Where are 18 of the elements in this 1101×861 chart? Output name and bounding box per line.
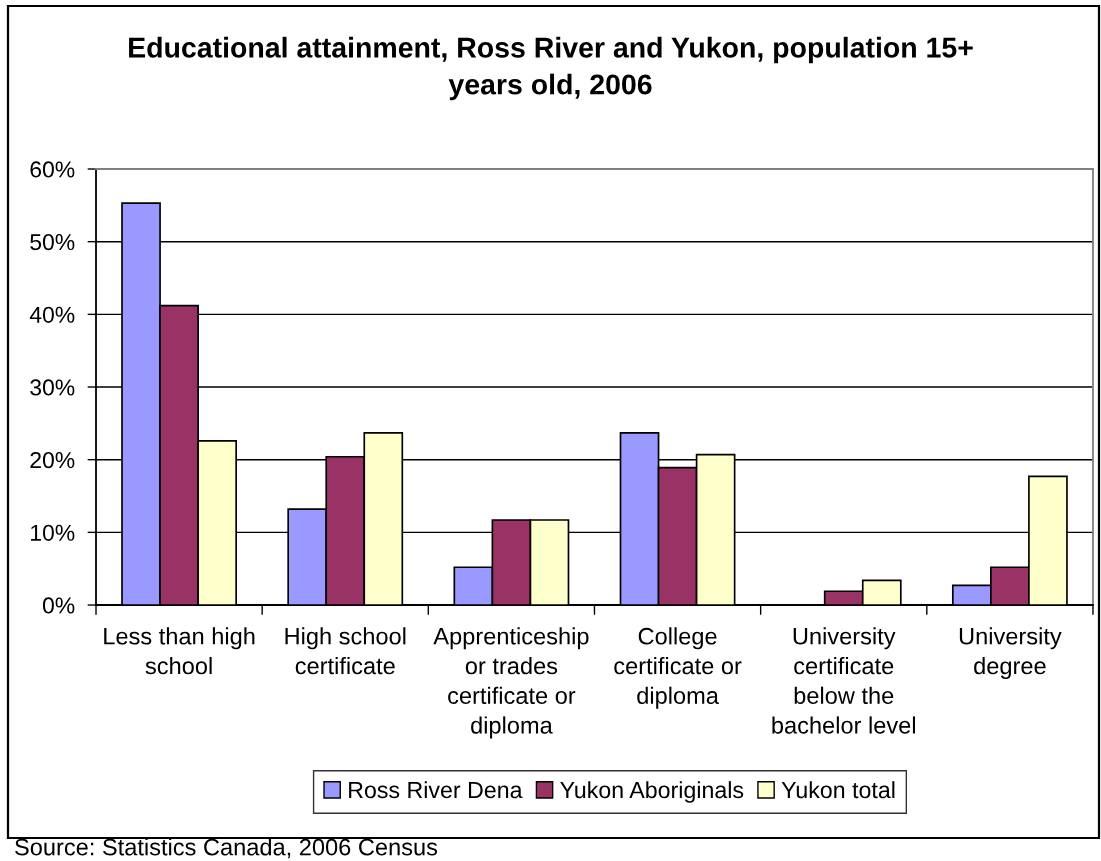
y-tick-label: 10% [31,524,75,541]
x-tick-label: High school certificate [285,627,406,675]
x-tick-label: University degree [959,627,1062,679]
y-tick-label: 0% [42,597,75,614]
legend-label: Yukon Aboriginals [560,781,744,803]
y-tick-label: 30% [30,379,75,396]
x-tick-label: University certificate below the bachelor level [772,627,915,734]
source-note: Source: Statistics Canada, 2006 Census [15,838,438,859]
y-tick-label: 50% [30,233,75,251]
y-tick-label: 20% [30,451,75,469]
y-tick-label: 40% [29,306,75,323]
x-tick-label: College certificate or diploma [614,627,742,709]
legend-label: Ross River Dena [349,781,523,799]
x-tick-label: Less than high school [104,627,255,675]
x-tick-label: Apprenticeship or trades certificate or diploma [433,627,589,739]
y-tick-label: 60% [30,161,75,178]
legend-label: Yukon total [781,781,895,799]
chart-title: Educational attainment, Ross River and Yukon, population 15+ years old, 2006 [129,36,973,101]
